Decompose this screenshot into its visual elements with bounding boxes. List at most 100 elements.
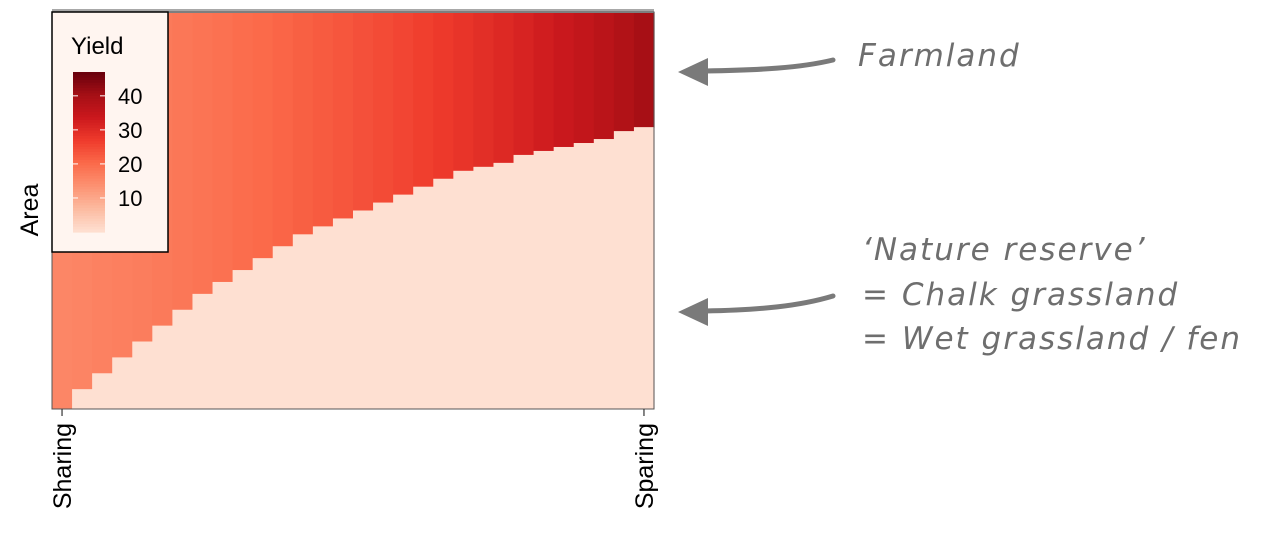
legend-color-step bbox=[73, 120, 105, 124]
farmland-cell bbox=[453, 12, 474, 172]
legend-color-step bbox=[73, 210, 105, 214]
legend-color-step bbox=[73, 165, 105, 169]
legend-color-step bbox=[73, 181, 105, 185]
reserve-cell bbox=[92, 373, 113, 409]
reserve-cell bbox=[413, 186, 434, 409]
legend-color-step bbox=[73, 213, 105, 217]
farmland-cell bbox=[292, 12, 314, 235]
reserve-cell bbox=[312, 226, 334, 409]
farmland-cell bbox=[593, 12, 615, 140]
legend-color-step bbox=[73, 144, 105, 148]
legend-color-step bbox=[73, 98, 105, 102]
reserve-cell bbox=[172, 309, 194, 409]
farmland-cell bbox=[252, 12, 274, 259]
farmland-cell bbox=[353, 12, 374, 211]
legend-color-step bbox=[73, 114, 105, 118]
farmland-cell bbox=[553, 12, 575, 148]
legend-color-step bbox=[73, 218, 105, 222]
reserve-cell bbox=[132, 341, 153, 409]
legend-color-step bbox=[73, 202, 105, 206]
farmland-cell bbox=[332, 12, 354, 219]
farmland-cell bbox=[192, 12, 214, 295]
reserve-cell bbox=[353, 210, 374, 409]
reserve-cell bbox=[533, 150, 555, 409]
annotation-reserve-wetland: = Wet grassland / fen bbox=[862, 321, 1243, 357]
legend-color-step bbox=[73, 178, 105, 182]
reserve-cell bbox=[453, 170, 474, 409]
legend-color-step bbox=[73, 138, 105, 142]
x-tick-label: Sparing bbox=[631, 423, 659, 509]
legend-color-step bbox=[73, 173, 105, 177]
legend-color-step bbox=[73, 133, 105, 137]
reserve-cell bbox=[613, 131, 635, 409]
annotation-reserve-title: ‘Nature reserve’ bbox=[862, 232, 1147, 268]
legend-color-step bbox=[73, 109, 105, 113]
farmland-arrowhead bbox=[678, 58, 708, 86]
reserve-cell bbox=[192, 293, 214, 409]
farmland-cell bbox=[312, 12, 334, 227]
reserve-cell bbox=[232, 270, 254, 409]
reserve-cell bbox=[433, 178, 454, 409]
reserve-cell bbox=[393, 194, 414, 409]
legend-tick-label: 30 bbox=[118, 118, 142, 143]
reserve-cell bbox=[152, 325, 173, 409]
legend-color-step bbox=[73, 136, 105, 140]
annotation-reserve-chalk: = Chalk grassland bbox=[862, 277, 1180, 313]
farmland-cell bbox=[533, 12, 555, 152]
legend-color-step bbox=[73, 74, 105, 78]
reserve-arrowhead bbox=[678, 298, 708, 326]
legend-color-step bbox=[73, 192, 105, 196]
legend-color-step bbox=[73, 186, 105, 190]
reserve-cell bbox=[272, 246, 294, 409]
farmland-cell bbox=[393, 12, 414, 196]
legend-color-step bbox=[73, 82, 105, 86]
legend-color-step bbox=[73, 90, 105, 94]
reserve-cell bbox=[593, 139, 615, 410]
legend-color-step bbox=[73, 160, 105, 164]
legend-color-step bbox=[73, 77, 105, 81]
legend-color-step bbox=[73, 152, 105, 156]
reserve-cell bbox=[573, 143, 595, 409]
legend-color-step bbox=[73, 130, 105, 134]
farmland-cell bbox=[413, 12, 434, 188]
legend-color-step bbox=[73, 72, 105, 76]
legend-tick-label: 10 bbox=[118, 186, 142, 211]
legend-color-step bbox=[73, 146, 105, 150]
legend-color-step bbox=[73, 104, 105, 108]
legend-color-step bbox=[73, 93, 105, 97]
legend-color-step bbox=[73, 168, 105, 172]
farmland-cell bbox=[573, 12, 595, 144]
farmland-arrow bbox=[702, 57, 836, 74]
legend-ticks: 40 30 20 10 bbox=[73, 84, 142, 211]
legend-color-step bbox=[73, 208, 105, 212]
legend-color-step bbox=[73, 176, 105, 180]
legend-color-step bbox=[73, 205, 105, 209]
legend-color-step bbox=[73, 101, 105, 105]
farmland-cell bbox=[633, 12, 655, 128]
y-axis-label: Area bbox=[16, 184, 44, 237]
farmland-cell bbox=[493, 12, 515, 164]
legend-color-step bbox=[73, 229, 105, 233]
reserve-cell bbox=[473, 166, 495, 409]
legend-color-step bbox=[73, 88, 105, 92]
legend-color-step bbox=[73, 197, 105, 201]
legend-color-step bbox=[73, 122, 105, 126]
legend-color-step bbox=[73, 200, 105, 204]
legend-color-step bbox=[73, 112, 105, 116]
legend-color-step bbox=[73, 157, 105, 161]
farmland-cell bbox=[513, 12, 535, 156]
legend-color-step bbox=[73, 162, 105, 166]
farmland-cell bbox=[473, 12, 495, 168]
farmland-cell bbox=[433, 12, 454, 180]
annotation-farmland: Farmland bbox=[858, 38, 1021, 74]
annotation-arrows bbox=[678, 57, 836, 326]
legend-color-step bbox=[73, 106, 105, 110]
legend-color-step bbox=[73, 194, 105, 198]
reserve-cell bbox=[112, 357, 133, 409]
reserve-cell bbox=[493, 162, 515, 409]
legend-color-step bbox=[73, 117, 105, 121]
reserve-cell bbox=[633, 127, 655, 409]
reserve-cell bbox=[513, 154, 535, 409]
legend-color-step bbox=[73, 170, 105, 174]
